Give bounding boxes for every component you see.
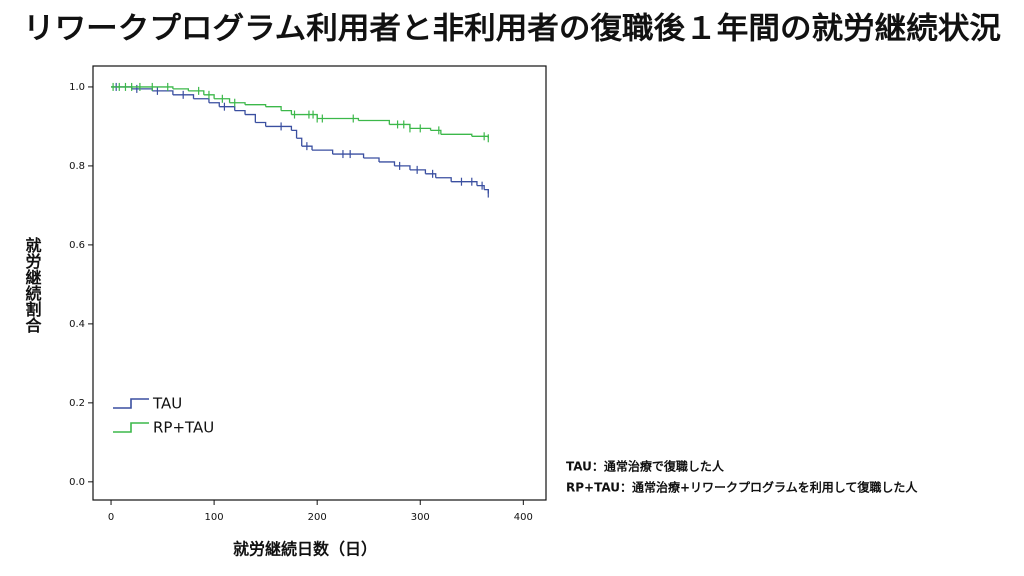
step-segment — [379, 161, 396, 166]
step-segment — [172, 94, 195, 99]
chart-title: リワークプログラム利用者と非利用者の復職後１年間の就労継続状況 — [23, 12, 1001, 47]
step-segment — [265, 125, 293, 131]
step-segment — [245, 104, 267, 107]
x-tick-label: 400 — [514, 512, 533, 523]
step-segment — [358, 119, 390, 125]
step-segment — [219, 106, 236, 111]
step-segment — [476, 185, 485, 190]
step-segment — [435, 177, 452, 182]
step-segment — [208, 102, 220, 107]
step-segment — [214, 98, 231, 103]
step-segment — [131, 88, 153, 91]
step-segment — [203, 94, 215, 99]
x-tick-label: 100 — [205, 512, 224, 523]
step-segment — [451, 181, 478, 186]
step-segment — [394, 165, 411, 170]
step-segment — [255, 121, 267, 127]
y-axis-label: 就労継続割合 — [23, 236, 42, 334]
step-segment — [188, 90, 205, 95]
legend-swatch — [113, 422, 149, 433]
step-segment — [281, 109, 293, 115]
step-segment — [296, 137, 303, 147]
step-segment — [332, 153, 365, 159]
step-segment — [363, 157, 380, 162]
step-segment — [425, 173, 437, 178]
y-tick-label: 0.4 — [69, 319, 85, 330]
legend-label: RP+TAU — [153, 419, 214, 437]
step-segment — [440, 133, 473, 137]
step-segment — [152, 90, 174, 95]
step-segment — [193, 98, 210, 103]
y-tick-label: 0.8 — [69, 161, 85, 172]
step-segment — [409, 169, 427, 174]
step-segment — [389, 123, 411, 129]
step-segment — [291, 129, 298, 139]
step-segment — [229, 102, 246, 105]
y-tick-label: 0.0 — [69, 477, 85, 488]
note: TAU：通常治療で復職した人 — [566, 459, 725, 474]
step-segment — [234, 109, 246, 115]
step-segment — [317, 117, 360, 121]
step-segment — [265, 106, 282, 111]
step-segment — [484, 188, 489, 194]
step-segment — [409, 127, 432, 131]
x-axis-label: 就労継続日数（日） — [233, 540, 377, 559]
x-tick-label: 200 — [308, 512, 327, 523]
note: RP+TAU：通常治療+リワークプログラムを利用して復職した人 — [566, 480, 918, 495]
x-tick-label: 0 — [108, 512, 114, 523]
plot-frame — [92, 65, 547, 501]
step-segment — [471, 135, 489, 139]
legend-label: TAU — [152, 395, 182, 413]
step-segment — [430, 129, 442, 135]
step-segment — [312, 149, 334, 155]
legend-swatch — [113, 398, 149, 409]
x-tick-label: 300 — [411, 512, 430, 523]
y-tick-label: 0.2 — [69, 398, 85, 409]
y-tick-label: 0.6 — [69, 240, 85, 251]
step-segment — [245, 113, 256, 123]
y-tick-label: 1.0 — [69, 82, 85, 93]
step-segment — [301, 145, 313, 151]
step-segment — [172, 88, 189, 91]
